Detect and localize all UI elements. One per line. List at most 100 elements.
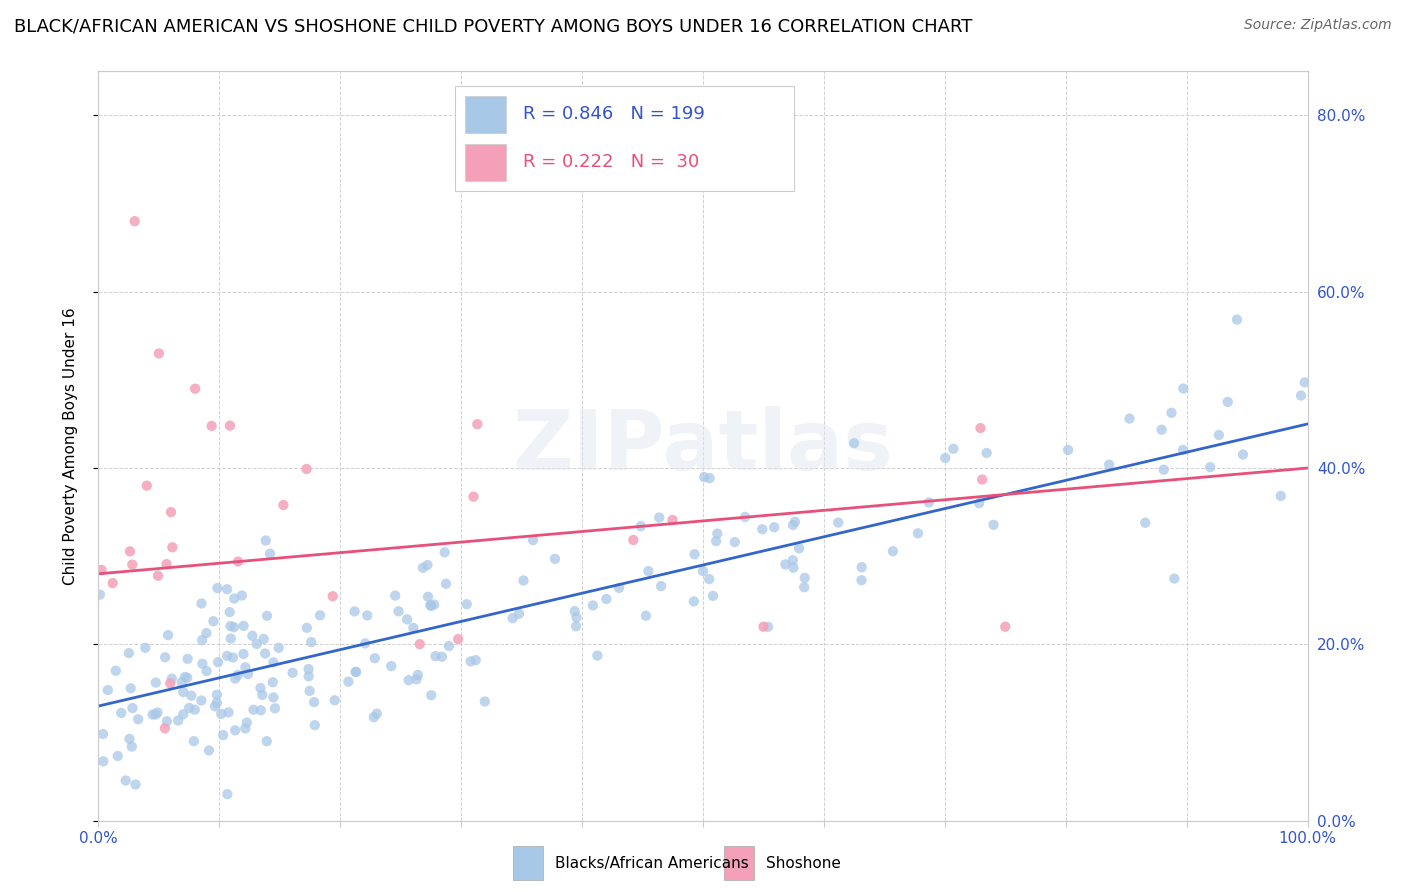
Point bbox=[405, 673, 427, 687]
Point bbox=[416, 558, 439, 572]
Point bbox=[236, 667, 259, 681]
Point bbox=[172, 707, 194, 722]
Point bbox=[1118, 411, 1140, 425]
Point bbox=[156, 714, 179, 729]
Point bbox=[1150, 423, 1173, 437]
Point bbox=[256, 608, 278, 623]
Point bbox=[693, 470, 716, 484]
Point bbox=[249, 703, 271, 717]
Point bbox=[309, 608, 332, 623]
Point bbox=[1226, 312, 1249, 326]
Point bbox=[219, 632, 242, 646]
Point bbox=[217, 648, 239, 663]
Point bbox=[430, 649, 453, 664]
Point bbox=[159, 676, 181, 690]
Point bbox=[267, 640, 290, 655]
Point bbox=[205, 688, 228, 702]
Point bbox=[120, 681, 142, 696]
Point bbox=[775, 558, 797, 572]
Point bbox=[160, 672, 183, 686]
FancyBboxPatch shape bbox=[724, 846, 754, 880]
Point bbox=[297, 662, 319, 676]
Point bbox=[198, 743, 221, 757]
Point bbox=[344, 665, 367, 679]
Point bbox=[146, 706, 169, 720]
Point bbox=[1135, 516, 1157, 530]
Point bbox=[343, 604, 366, 618]
Point bbox=[233, 722, 256, 736]
Point bbox=[262, 656, 284, 670]
Point bbox=[157, 628, 180, 642]
Point bbox=[425, 649, 447, 664]
Point bbox=[582, 599, 605, 613]
Point bbox=[967, 496, 990, 510]
Point bbox=[195, 664, 218, 678]
Point bbox=[212, 728, 235, 742]
Text: BLACK/AFRICAN AMERICAN VS SHOSHONE CHILD POVERTY AMONG BOYS UNDER 16 CORRELATION: BLACK/AFRICAN AMERICAN VS SHOSHONE CHILD… bbox=[14, 18, 973, 36]
Point bbox=[148, 346, 170, 360]
Point bbox=[295, 621, 318, 635]
Point bbox=[114, 773, 136, 788]
Point bbox=[180, 689, 202, 703]
Point bbox=[145, 675, 167, 690]
Point bbox=[793, 571, 815, 585]
Point bbox=[170, 675, 193, 690]
Point bbox=[354, 636, 377, 650]
Point bbox=[217, 582, 239, 597]
Point bbox=[121, 558, 143, 572]
Point bbox=[259, 547, 281, 561]
Point bbox=[262, 690, 284, 705]
Point bbox=[456, 597, 478, 611]
Point bbox=[232, 647, 254, 661]
Point bbox=[1098, 458, 1121, 472]
Point bbox=[145, 707, 167, 722]
Text: Shoshone: Shoshone bbox=[766, 855, 841, 871]
Point bbox=[565, 610, 588, 624]
Point bbox=[322, 589, 344, 603]
Point bbox=[465, 417, 488, 432]
Point bbox=[90, 563, 112, 577]
Point bbox=[842, 436, 865, 450]
Point bbox=[969, 421, 991, 435]
Point bbox=[298, 684, 321, 698]
Point bbox=[256, 734, 278, 748]
Point bbox=[218, 706, 240, 720]
Point bbox=[1294, 376, 1316, 390]
Point bbox=[1160, 406, 1182, 420]
Point bbox=[146, 568, 169, 582]
Point bbox=[650, 579, 672, 593]
Point bbox=[751, 522, 773, 536]
Point bbox=[167, 714, 190, 728]
Point bbox=[851, 560, 873, 574]
Point bbox=[298, 669, 321, 683]
Point bbox=[91, 755, 114, 769]
Point bbox=[252, 688, 274, 702]
Point bbox=[249, 681, 271, 695]
Point bbox=[697, 572, 720, 586]
Point bbox=[1057, 442, 1080, 457]
Point bbox=[195, 626, 218, 640]
Point bbox=[118, 731, 141, 746]
Point bbox=[190, 597, 212, 611]
Point bbox=[402, 621, 425, 635]
Point bbox=[91, 727, 114, 741]
Point bbox=[942, 442, 965, 456]
Point bbox=[994, 620, 1017, 634]
Point bbox=[191, 657, 214, 671]
Point bbox=[463, 490, 485, 504]
Point bbox=[207, 581, 229, 595]
Point bbox=[434, 576, 457, 591]
Point bbox=[127, 712, 149, 726]
Point bbox=[118, 544, 141, 558]
Point bbox=[190, 693, 212, 707]
Point bbox=[204, 699, 226, 714]
Point bbox=[222, 620, 245, 634]
Point bbox=[224, 672, 246, 686]
Point bbox=[607, 581, 630, 595]
Point bbox=[621, 533, 644, 547]
Point bbox=[508, 607, 530, 621]
Point bbox=[219, 619, 242, 633]
Point bbox=[356, 608, 378, 623]
Point bbox=[1199, 460, 1222, 475]
Point bbox=[387, 604, 409, 618]
